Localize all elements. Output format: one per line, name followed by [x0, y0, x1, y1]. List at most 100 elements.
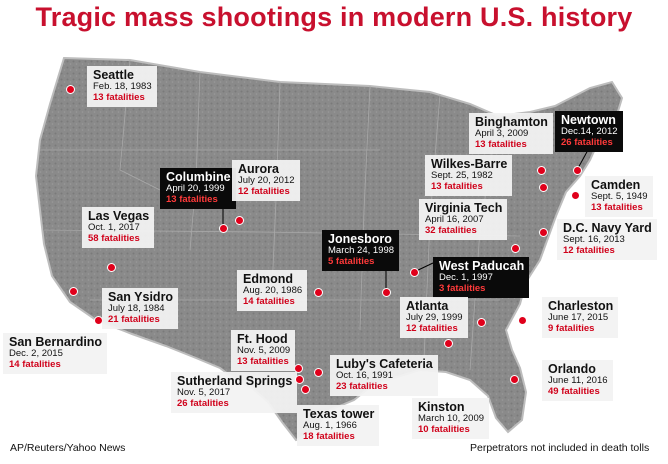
event-name: Binghamton: [475, 115, 548, 129]
event-fatalities: 32 fatalities: [425, 225, 477, 237]
event-fatalities: 13 fatalities: [475, 139, 527, 151]
event-date: Aug. 1, 1966: [303, 420, 357, 432]
event-label: West Paducah Dec. 1, 1997 3 fatalities: [433, 257, 530, 299]
event-label: Texas tower Aug. 1, 1966 18 fatalities: [297, 405, 380, 447]
event-label: Atlanta July 29, 1999 12 fatalities: [400, 297, 468, 339]
event-name: Ft. Hood: [237, 332, 288, 346]
event-fatalities: 12 fatalities: [406, 323, 458, 335]
event-date: Dec. 2, 2015: [9, 348, 63, 360]
event-name: Sutherland Springs: [177, 374, 293, 388]
event-date: July 29, 1999: [406, 312, 463, 324]
event-name: San Ysidro: [108, 290, 174, 304]
event-name: Newtown: [561, 113, 616, 127]
event-fatalities: 23 fatalities: [336, 381, 388, 393]
event-name: Wilkes-Barre: [431, 157, 508, 171]
event-label: Newtown Dec.14, 2012 26 fatalities: [555, 111, 623, 153]
event-name: Luby's Cafeteria: [336, 357, 433, 371]
event-fatalities: 21 fatalities: [108, 314, 160, 326]
event-fatalities: 13 fatalities: [93, 92, 145, 104]
event-date: Feb. 18, 1983: [93, 81, 152, 93]
event-date: June 17, 2015: [548, 312, 609, 324]
event-name: Columbine: [166, 170, 231, 184]
event-dot[interactable]: [219, 224, 228, 233]
event-fatalities: 18 fatalities: [303, 431, 355, 443]
event-date: March 24, 1998: [328, 245, 395, 257]
event-dot[interactable]: [235, 216, 244, 225]
event-name: Kinston: [418, 400, 465, 414]
event-dot[interactable]: [573, 166, 582, 175]
event-dot[interactable]: [410, 268, 419, 277]
event-dot[interactable]: [382, 288, 391, 297]
event-date: Oct. 1, 2017: [88, 222, 140, 234]
event-fatalities: 14 fatalities: [243, 296, 295, 308]
event-dot[interactable]: [537, 166, 546, 175]
event-name: San Bernardino: [9, 335, 103, 349]
event-name: D.C. Navy Yard: [563, 221, 652, 235]
event-label: Wilkes-Barre Sept. 25, 1982 13 fatalitie…: [425, 155, 513, 197]
event-dot[interactable]: [444, 339, 453, 348]
event-dot[interactable]: [539, 228, 548, 237]
event-dot[interactable]: [511, 244, 520, 253]
event-name: Edmond: [243, 272, 293, 286]
footnote: Perpetrators not included in death tolls: [470, 442, 650, 454]
event-date: Aug. 20, 1986: [243, 285, 303, 297]
event-name: Camden: [591, 178, 641, 192]
event-label: Camden Sept. 5, 1949 13 fatalities: [585, 176, 653, 218]
event-name: Atlanta: [406, 299, 449, 313]
event-date: Dec.14, 2012: [561, 126, 618, 138]
event-label: Orlando June 11, 2016 49 fatalities: [542, 360, 613, 402]
event-date: Sept. 16, 2013: [563, 234, 625, 246]
event-fatalities: 3 fatalities: [439, 283, 486, 295]
event-label: D.C. Navy Yard Sept. 16, 2013 12 fatalit…: [557, 219, 657, 261]
event-label: Aurora July 20, 2012 12 fatalities: [232, 160, 300, 202]
event-name: West Paducah: [439, 259, 525, 273]
event-date: July 18, 1984: [108, 303, 165, 315]
event-fatalities: 49 fatalities: [548, 386, 600, 398]
event-dot[interactable]: [301, 385, 310, 394]
event-dot[interactable]: [477, 318, 486, 327]
event-label: Luby's Cafeteria Oct. 16, 1991 23 fatali…: [330, 355, 438, 397]
event-date: March 10, 2009: [418, 413, 485, 425]
event-label: Kinston March 10, 2009 10 fatalities: [412, 398, 490, 440]
event-dot[interactable]: [539, 183, 548, 192]
source-credit: AP/Reuters/Yahoo News: [10, 442, 126, 454]
event-date: Sept. 25, 1982: [431, 170, 493, 182]
event-fatalities: 13 fatalities: [591, 202, 643, 214]
event-dot[interactable]: [510, 375, 519, 384]
event-date: June 11, 2016: [548, 375, 608, 387]
event-label: Charleston June 17, 2015 9 fatalities: [542, 297, 619, 339]
event-name: Texas tower: [303, 407, 375, 421]
event-dot[interactable]: [314, 288, 323, 297]
event-label: Jonesboro March 24, 1998 5 fatalities: [322, 230, 400, 272]
event-name: Orlando: [548, 362, 596, 376]
event-dot[interactable]: [69, 287, 78, 296]
event-name: Seattle: [93, 68, 134, 82]
event-fatalities: 14 fatalities: [9, 359, 61, 371]
event-dot[interactable]: [571, 191, 580, 200]
event-fatalities: 13 fatalities: [166, 194, 218, 206]
map-title: Tragic mass shootings in modern U.S. his…: [35, 2, 633, 32]
event-name: Las Vegas: [88, 209, 150, 223]
event-fatalities: 26 fatalities: [177, 398, 229, 410]
event-label: Binghamton April 3, 2009 13 fatalities: [469, 113, 553, 155]
event-dot[interactable]: [295, 375, 304, 384]
event-name: Aurora: [238, 162, 279, 176]
event-dot[interactable]: [314, 368, 323, 377]
event-date: July 20, 2012: [238, 175, 295, 187]
event-dot[interactable]: [107, 263, 116, 272]
event-dot[interactable]: [66, 85, 75, 94]
event-fatalities: 58 fatalities: [88, 233, 140, 245]
event-fatalities: 12 fatalities: [238, 186, 290, 198]
event-label: Columbine April 20, 1999 13 fatalities: [160, 168, 236, 210]
event-fatalities: 12 fatalities: [563, 245, 615, 257]
event-name: Virginia Tech: [425, 201, 503, 215]
event-fatalities: 13 fatalities: [237, 356, 289, 368]
event-fatalities: 5 fatalities: [328, 256, 375, 268]
event-fatalities: 10 fatalities: [418, 424, 470, 436]
event-label: Ft. Hood Nov. 5, 2009 13 fatalities: [231, 330, 296, 372]
event-fatalities: 26 fatalities: [561, 137, 613, 149]
event-date: Oct. 16, 1991: [336, 370, 394, 382]
event-dot[interactable]: [518, 316, 527, 325]
event-date: April 3, 2009: [475, 128, 529, 140]
event-date: Dec. 1, 1997: [439, 272, 493, 284]
